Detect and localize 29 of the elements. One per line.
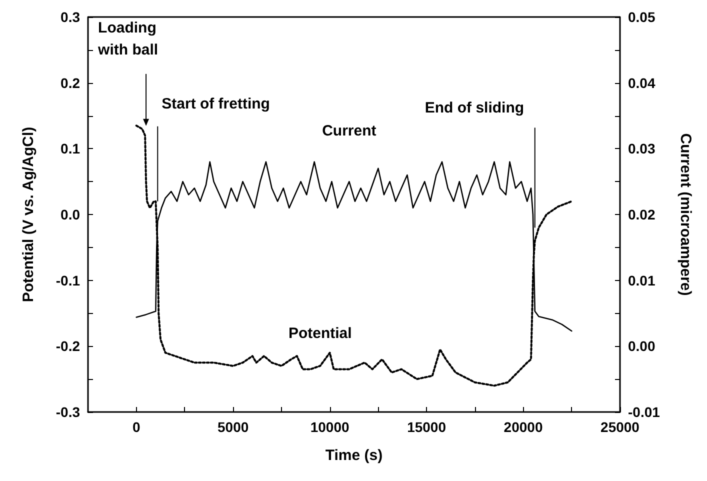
y-axis-title: Potential (V vs. Ag/AgCl) bbox=[20, 126, 37, 302]
y2-tick-label: 0.00 bbox=[628, 338, 656, 354]
y-tick-label: 0.1 bbox=[60, 140, 80, 157]
x-tick-label: 5000 bbox=[218, 419, 249, 435]
series-label: Current bbox=[322, 122, 376, 140]
y-tick-label: 0.3 bbox=[60, 9, 80, 25]
y2-tick-label: 0.05 bbox=[628, 9, 656, 25]
y-tick-label: -0.2 bbox=[56, 338, 80, 354]
y2-tick-label: 0.04 bbox=[628, 74, 656, 91]
series-label: Potential bbox=[288, 324, 352, 342]
x-axis-title: Time (s) bbox=[325, 447, 383, 464]
x-tick-label: 20000 bbox=[504, 419, 543, 435]
y2-tick-label: -0.01 bbox=[628, 404, 660, 420]
y-tick-label: 0.0 bbox=[60, 206, 80, 222]
y2-tick-label: 0.02 bbox=[628, 206, 656, 222]
line-series bbox=[135, 124, 573, 387]
annotation: Loading with ball bbox=[97, 19, 158, 58]
y-tick-label: 0.2 bbox=[60, 74, 80, 91]
annotation: Start of fretting bbox=[162, 95, 270, 112]
x-tick-label: 15000 bbox=[407, 419, 446, 435]
y2-axis-title: Current (microampere) bbox=[677, 133, 694, 296]
annotation: End of sliding bbox=[424, 100, 524, 117]
x-tick-label: 25000 bbox=[600, 419, 640, 435]
y-tick-label: -0.1 bbox=[56, 272, 80, 288]
x-tick-label: 10000 bbox=[310, 419, 350, 435]
y2-tick-label: 0.03 bbox=[628, 140, 656, 157]
x-tick-label: 0 bbox=[132, 419, 140, 435]
y2-tick-label: 0.01 bbox=[628, 272, 656, 288]
y-tick-label: -0.3 bbox=[56, 404, 80, 420]
